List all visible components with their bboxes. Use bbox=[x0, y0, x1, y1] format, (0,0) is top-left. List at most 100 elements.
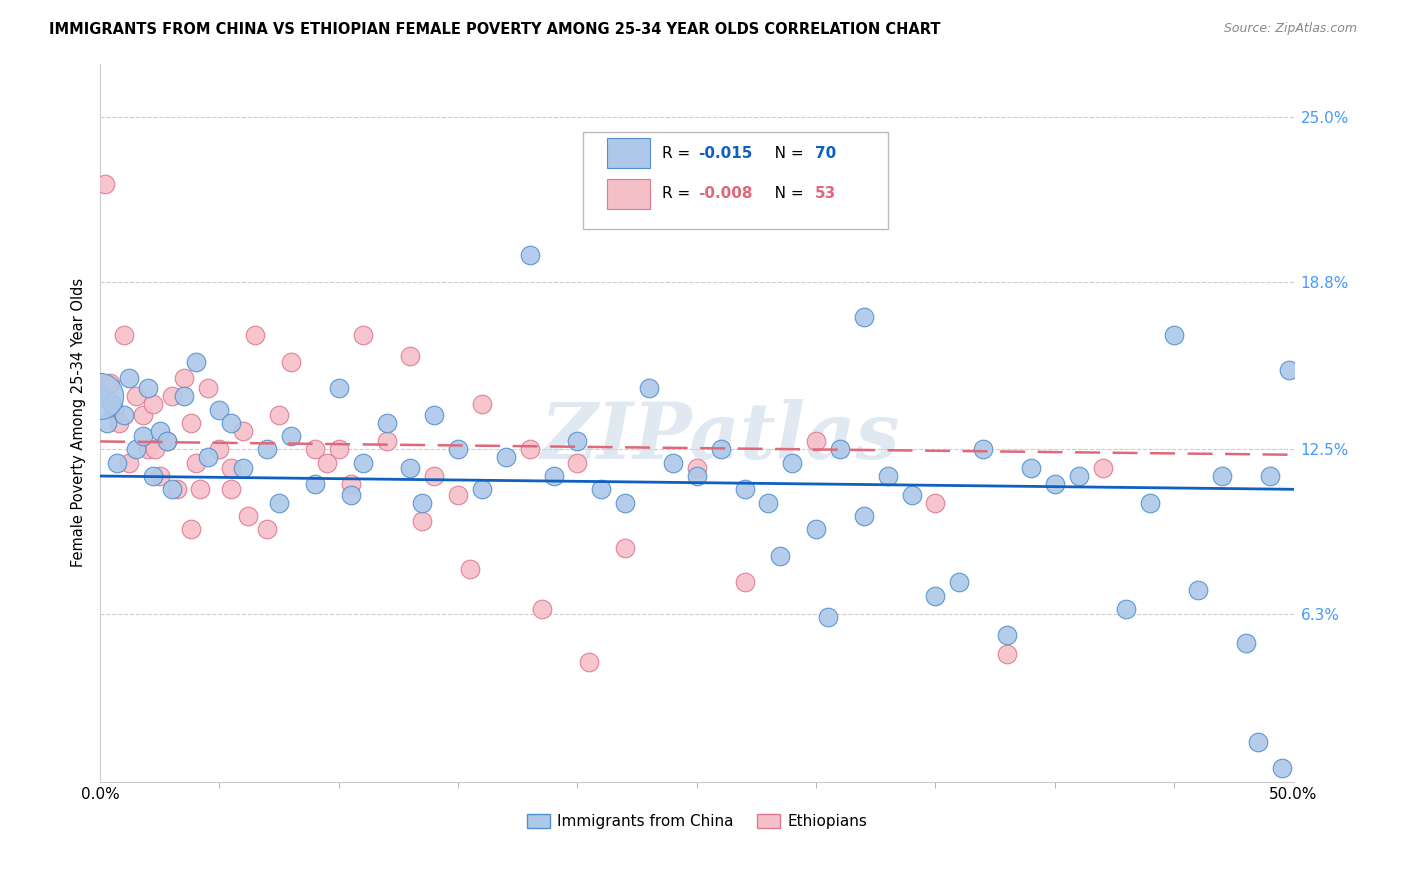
Point bbox=[972, 442, 994, 457]
Point bbox=[256, 442, 278, 457]
Text: R =: R = bbox=[662, 145, 696, 161]
Point bbox=[686, 469, 709, 483]
Point bbox=[804, 522, 827, 536]
FancyBboxPatch shape bbox=[583, 132, 887, 229]
Point bbox=[112, 328, 135, 343]
Point bbox=[269, 495, 291, 509]
Point bbox=[1043, 477, 1066, 491]
Point bbox=[166, 483, 188, 497]
Point bbox=[160, 389, 183, 403]
Point bbox=[578, 655, 600, 669]
Y-axis label: Female Poverty Among 25-34 Year Olds: Female Poverty Among 25-34 Year Olds bbox=[72, 278, 86, 567]
Point bbox=[339, 488, 361, 502]
Point bbox=[1019, 461, 1042, 475]
Text: Source: ZipAtlas.com: Source: ZipAtlas.com bbox=[1223, 22, 1357, 36]
Point bbox=[132, 429, 155, 443]
Point bbox=[197, 381, 219, 395]
Point bbox=[1270, 761, 1292, 775]
Point bbox=[900, 488, 922, 502]
Point bbox=[662, 456, 685, 470]
Point bbox=[108, 416, 131, 430]
Point bbox=[471, 397, 494, 411]
Point bbox=[375, 434, 398, 449]
Point bbox=[328, 381, 350, 395]
Point bbox=[221, 461, 243, 475]
Point bbox=[352, 456, 374, 470]
Point bbox=[543, 469, 565, 483]
Point bbox=[411, 514, 433, 528]
Point bbox=[1091, 461, 1114, 475]
Text: IMMIGRANTS FROM CHINA VS ETHIOPIAN FEMALE POVERTY AMONG 25-34 YEAR OLDS CORRELAT: IMMIGRANTS FROM CHINA VS ETHIOPIAN FEMAL… bbox=[49, 22, 941, 37]
Point bbox=[769, 549, 792, 563]
Point bbox=[197, 450, 219, 465]
Point bbox=[136, 381, 159, 395]
Point bbox=[614, 541, 637, 555]
Point bbox=[995, 628, 1018, 642]
Point bbox=[924, 589, 946, 603]
Point bbox=[591, 483, 613, 497]
Point bbox=[758, 495, 780, 509]
Point bbox=[734, 483, 756, 497]
Point bbox=[256, 522, 278, 536]
Point bbox=[399, 350, 422, 364]
Point bbox=[125, 389, 148, 403]
Point bbox=[530, 602, 553, 616]
Point bbox=[149, 469, 172, 483]
Point bbox=[236, 508, 259, 523]
Point bbox=[411, 495, 433, 509]
Point bbox=[471, 483, 494, 497]
FancyBboxPatch shape bbox=[607, 138, 650, 168]
Point bbox=[995, 647, 1018, 661]
Point bbox=[399, 461, 422, 475]
Point bbox=[221, 483, 243, 497]
Point bbox=[125, 442, 148, 457]
Text: N =: N = bbox=[761, 186, 808, 202]
Text: -0.015: -0.015 bbox=[697, 145, 752, 161]
Point bbox=[143, 442, 166, 457]
Point bbox=[1139, 495, 1161, 509]
Point bbox=[948, 575, 970, 590]
Text: -0.008: -0.008 bbox=[697, 186, 752, 202]
Point bbox=[190, 483, 212, 497]
Point bbox=[447, 442, 470, 457]
Text: R =: R = bbox=[662, 186, 696, 202]
Point bbox=[782, 456, 804, 470]
Point bbox=[447, 488, 470, 502]
Point bbox=[567, 456, 589, 470]
Point bbox=[180, 522, 202, 536]
Point bbox=[686, 461, 709, 475]
Text: 53: 53 bbox=[815, 186, 837, 202]
Point bbox=[1278, 362, 1301, 376]
Point bbox=[423, 469, 446, 483]
Point bbox=[98, 376, 121, 390]
Point bbox=[828, 442, 851, 457]
Point bbox=[142, 397, 165, 411]
Point bbox=[103, 402, 125, 417]
Point bbox=[173, 370, 195, 384]
Point bbox=[232, 424, 254, 438]
Point bbox=[304, 442, 326, 457]
Point bbox=[458, 562, 481, 576]
Point bbox=[734, 575, 756, 590]
Point bbox=[375, 416, 398, 430]
Point bbox=[519, 442, 541, 457]
Point bbox=[339, 477, 361, 491]
Point bbox=[118, 456, 141, 470]
Point bbox=[105, 456, 128, 470]
Point bbox=[280, 355, 302, 369]
Point bbox=[1187, 583, 1209, 598]
Point bbox=[280, 429, 302, 443]
Text: N =: N = bbox=[761, 145, 808, 161]
Point bbox=[156, 434, 179, 449]
Point bbox=[817, 610, 839, 624]
Point bbox=[208, 402, 231, 417]
Point bbox=[567, 434, 589, 449]
Point bbox=[852, 310, 875, 324]
Point bbox=[1211, 469, 1233, 483]
Text: ZIPatlas: ZIPatlas bbox=[541, 399, 900, 475]
Point bbox=[232, 461, 254, 475]
Point bbox=[136, 442, 159, 457]
Point bbox=[184, 456, 207, 470]
Point bbox=[118, 370, 141, 384]
Point bbox=[614, 495, 637, 509]
